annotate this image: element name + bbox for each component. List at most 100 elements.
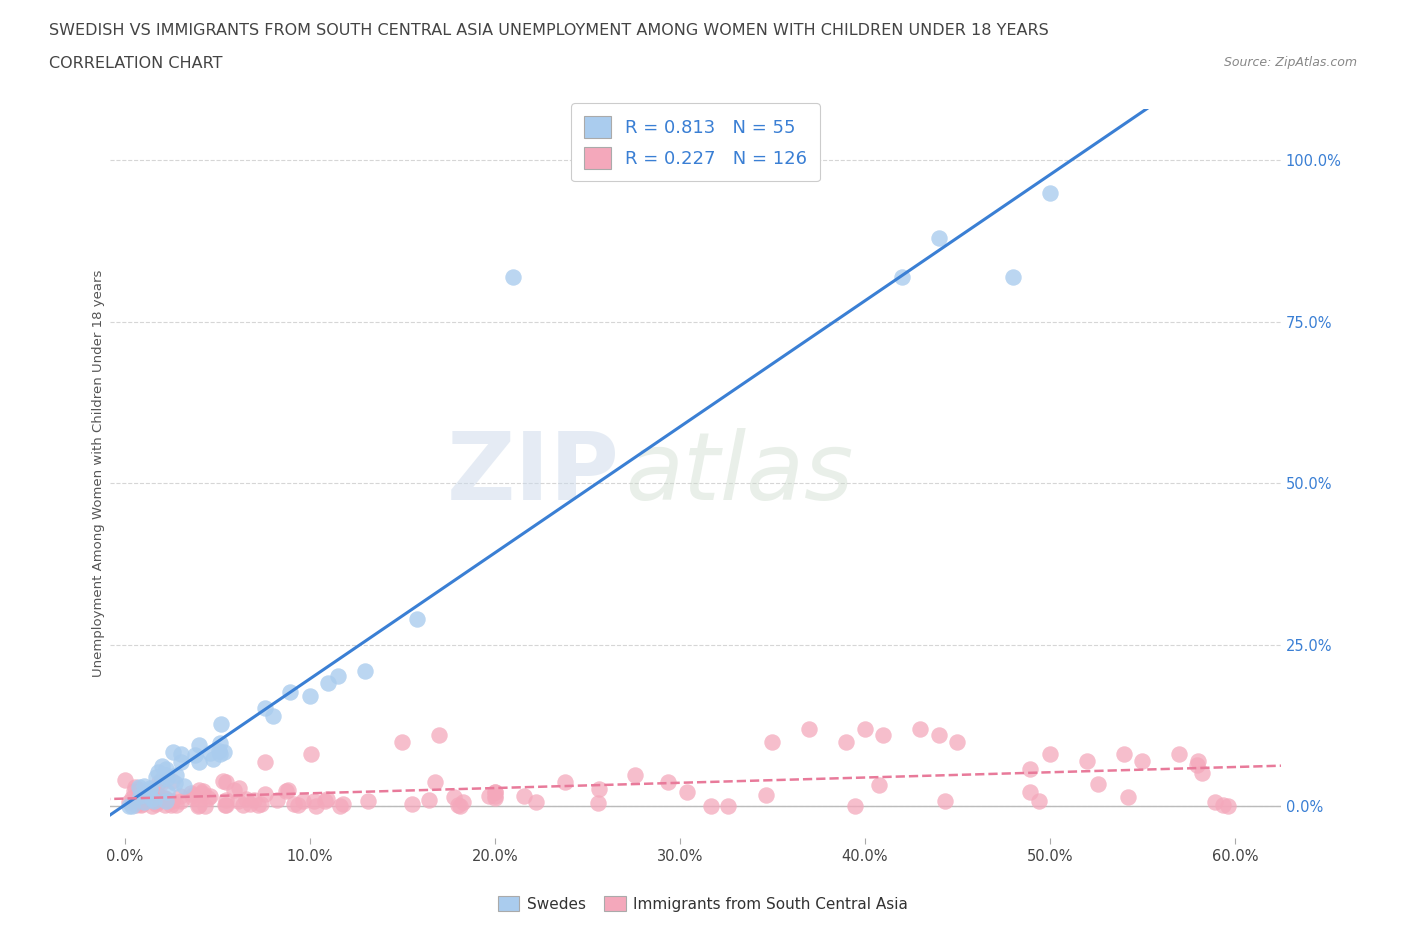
Point — [328, 669, 350, 684]
Point — [139, 785, 162, 800]
Point — [910, 721, 932, 736]
Point — [191, 784, 214, 799]
Point — [447, 798, 470, 813]
Point — [135, 787, 157, 802]
Point — [208, 736, 231, 751]
Text: SWEDISH VS IMMIGRANTS FROM SOUTH CENTRAL ASIA UNEMPLOYMENT AMONG WOMEN WITH CHIL: SWEDISH VS IMMIGRANTS FROM SOUTH CENTRAL… — [49, 23, 1049, 38]
Point — [170, 793, 193, 808]
Point — [128, 789, 150, 804]
Point — [299, 747, 322, 762]
Point — [624, 768, 647, 783]
Point — [228, 780, 250, 795]
Point — [755, 787, 778, 802]
Point — [170, 755, 193, 770]
Point — [152, 790, 174, 805]
Point — [332, 796, 354, 811]
Point — [145, 794, 167, 809]
Point — [235, 791, 257, 806]
Point — [554, 775, 576, 790]
Point — [198, 789, 221, 804]
Point — [155, 790, 177, 805]
Point — [212, 744, 235, 759]
Point — [131, 793, 153, 808]
Point — [187, 754, 209, 769]
Point — [328, 799, 350, 814]
Point — [280, 684, 302, 699]
Point — [162, 745, 184, 760]
Point — [215, 798, 238, 813]
Point — [160, 797, 183, 812]
Point — [155, 762, 177, 777]
Point — [835, 734, 858, 749]
Point — [1116, 790, 1139, 804]
Point — [588, 781, 610, 796]
Point — [148, 787, 170, 802]
Point — [449, 799, 471, 814]
Point — [283, 797, 305, 812]
Point — [1216, 799, 1239, 814]
Point — [1212, 797, 1234, 812]
Point — [155, 768, 177, 783]
Point — [181, 788, 204, 803]
Point — [190, 786, 212, 801]
Point — [226, 793, 249, 808]
Point — [173, 778, 195, 793]
Point — [180, 785, 202, 800]
Point — [586, 796, 609, 811]
Point — [526, 794, 548, 809]
Point — [188, 737, 211, 752]
Point — [156, 784, 179, 799]
Point — [799, 721, 821, 736]
Point — [872, 727, 894, 742]
Point — [145, 770, 167, 785]
Point — [277, 782, 299, 797]
Point — [146, 791, 169, 806]
Point — [160, 793, 183, 808]
Point — [232, 797, 254, 812]
Point — [406, 612, 429, 627]
Point — [156, 770, 179, 785]
Point — [761, 734, 783, 749]
Point — [124, 798, 146, 813]
Point — [153, 797, 176, 812]
Point — [1130, 753, 1153, 768]
Point — [254, 755, 277, 770]
Point — [946, 734, 969, 749]
Point — [266, 792, 288, 807]
Point — [166, 798, 188, 813]
Point — [169, 789, 191, 804]
Point — [124, 779, 146, 794]
Point — [209, 716, 232, 731]
Point — [401, 797, 423, 812]
Point — [502, 269, 524, 284]
Point — [215, 792, 238, 807]
Point — [484, 785, 506, 800]
Point — [443, 790, 465, 804]
Point — [243, 792, 266, 807]
Point — [1187, 753, 1209, 768]
Point — [165, 767, 187, 782]
Point — [717, 799, 740, 814]
Point — [314, 793, 336, 808]
Point — [201, 751, 224, 766]
Point — [142, 793, 165, 808]
Point — [209, 746, 232, 761]
Point — [304, 793, 326, 808]
Point — [484, 790, 506, 805]
Point — [129, 798, 152, 813]
Point — [451, 795, 474, 810]
Point — [1087, 777, 1109, 791]
Point — [1039, 747, 1062, 762]
Point — [155, 793, 177, 808]
Point — [188, 797, 211, 812]
Point — [868, 777, 890, 792]
Point — [149, 790, 172, 805]
Y-axis label: Unemployment Among Women with Children Under 18 years: Unemployment Among Women with Children U… — [93, 270, 105, 677]
Point — [356, 793, 378, 808]
Point — [934, 793, 956, 808]
Point — [1028, 793, 1050, 808]
Point — [170, 747, 193, 762]
Point — [159, 793, 181, 808]
Point — [418, 792, 440, 807]
Text: ZIP: ZIP — [447, 428, 620, 520]
